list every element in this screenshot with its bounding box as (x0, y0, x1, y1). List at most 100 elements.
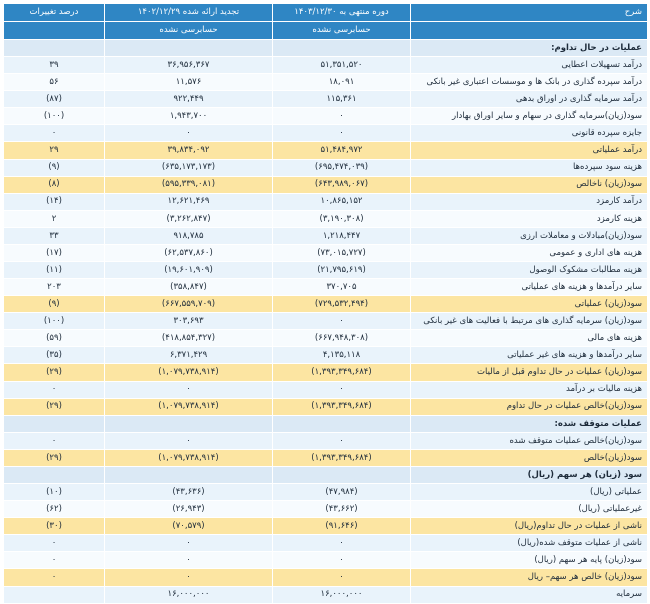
row-change-percent: (۱۰) (3, 483, 105, 502)
row-value-1403: ۰ (272, 380, 411, 399)
row-change-percent: ۰ (3, 568, 105, 587)
row-value-1403: ۳۷۰,۷۰۵ (272, 278, 411, 297)
row-description: سود(زیان)خالص (410, 448, 648, 467)
table-row: جایزه سپرده قانونی ۰ ۰ ۰ (3, 124, 648, 143)
row-value-1402: (۱,۰۷۹,۷۳۸,۹۱۴) (104, 363, 273, 382)
row-value-1403: (۴۳,۶۶۲) (272, 500, 411, 519)
row-value-1403: (۷۲۹,۵۳۲,۴۹۴) (272, 295, 411, 314)
table-row: عملیاتی (ریال) (۴۷,۹۸۴) (۴۳,۶۳۶) (۱۰) (3, 483, 648, 502)
row-change-percent: (۸) (3, 175, 105, 194)
row-change-percent: ۰ (3, 431, 105, 450)
row-value-1403: ۰ (272, 534, 411, 553)
row-description: سود (زیان) هر سهم (ریال) (410, 465, 648, 485)
row-description: سود(زیان)مبادلات و معاملات ارزی (410, 226, 648, 245)
subheader-audit-1403: حسابرسی نشده (272, 21, 411, 40)
row-description: عملیاتی (ریال) (410, 483, 648, 502)
row-change-percent: (۳۵) (3, 346, 105, 365)
row-description: سایر درآمدها و هزینه های غیر عملیاتی (410, 346, 648, 365)
row-value-1403: ۱۱۵,۳۶۱ (272, 90, 411, 109)
table-row: درآمد کارمزد ۱۰,۸۶۵,۱۵۲ ۱۲,۶۲۱,۴۶۹ (۱۴) (3, 192, 648, 211)
row-value-1402: (۶۳۵,۱۷۳,۱۷۳) (104, 158, 273, 177)
row-value-1403: ۰ (272, 124, 411, 143)
row-description: سود(زیان)خالص عملیات متوقف شده (410, 431, 648, 450)
table-row: سود(زیان)خالص عملیات در حال تداوم (۱,۳۹۳,… (3, 397, 648, 416)
row-value-1403: (۹۱,۶۴۶) (272, 517, 411, 536)
row-change-percent: (۱۰۰) (3, 107, 105, 126)
row-value-1402: (۶۲,۵۳۷,۸۶۰) (104, 243, 273, 263)
row-value-1402: ۱۱,۵۷۶ (104, 73, 273, 92)
table-row: درآمد سرمایه گذاری در اوراق بدهی ۱۱۵,۳۶۱ ۹… (3, 90, 648, 109)
row-description: درآمد سرمایه گذاری در اوراق بدهی (410, 90, 648, 109)
row-change-percent: ۲۹ (3, 141, 105, 160)
row-value-1403: ۰ (272, 551, 411, 570)
row-value-1403: (۶۶۷,۹۴۸,۳۰۸) (272, 329, 411, 348)
row-change-percent: ۰ (3, 124, 105, 143)
row-value-1402: ۰ (104, 380, 273, 399)
row-description: سرمایه (410, 585, 648, 604)
row-change-percent: ۰ (3, 534, 105, 553)
row-description: سود(زیان) پایه هر سهم (ریال) (410, 551, 648, 570)
row-value-1403: ۰ (272, 568, 411, 587)
table-row: سود(زیان) سرمایه گذاری های مرتبط با فعال… (3, 312, 648, 331)
table-row: سود(زیان) پایه هر سهم (ریال) ۰ ۰ ۰ (3, 551, 648, 570)
row-description: سود(زیان) عملیاتی (410, 295, 648, 314)
section-header-row: عملیات متوقف شده: (3, 414, 648, 433)
table-row: سایر درآمدها و هزینه های غیر عملیاتی ۴,۱۳… (3, 346, 648, 365)
table-row: درآمد سپرده گذاری در بانک ها و موسسات اع… (3, 73, 648, 92)
row-value-1403 (272, 414, 411, 433)
table-row: غیرعملیاتی (ریال) (۴۳,۶۶۲) (۲۶,۹۴۳) (۶۲) (3, 500, 648, 519)
header-description: شرح (410, 3, 648, 22)
header-period-1403: دوره منتهی به ۱۴۰۳/۱۲/۳۰ (272, 3, 411, 22)
row-change-percent: (۲۹) (3, 448, 105, 467)
table-row: هزینه کارمزد (۳,۱۹۰,۳۰۸) (۳,۲۶۲,۸۴۷) ۲ (3, 209, 648, 228)
table-subheader-row: حسابرسی نشده حسابرسی نشده (3, 21, 648, 40)
table-row: ناشی از عملیات متوقف شده(ریال) ۰ ۰ ۰ (3, 534, 648, 553)
row-value-1403: (۶۴۳,۹۸۹,۰۶۷) (272, 175, 411, 194)
row-value-1403: (۱,۳۹۳,۳۴۹,۶۸۴) (272, 363, 411, 382)
table-row: هزینه های مالی (۶۶۷,۹۴۸,۳۰۸) (۴۱۸,۸۵۴,۳۲۷)… (3, 329, 648, 348)
row-change-percent: (۸۷) (3, 90, 105, 109)
row-value-1402: (۳۵۸,۸۴۷) (104, 278, 273, 297)
row-description: غیرعملیاتی (ریال) (410, 500, 648, 519)
row-value-1403: ۴,۱۳۵,۱۱۸ (272, 346, 411, 365)
row-description: سود(زیان) ناخالص (410, 175, 648, 194)
row-change-percent: (۹) (3, 295, 105, 314)
row-value-1402: ۳۶,۹۵۶,۳۶۷ (104, 56, 273, 75)
row-change-percent: (۳۰) (3, 517, 105, 536)
row-value-1403: ۱۰,۸۶۵,۱۵۲ (272, 192, 411, 211)
row-value-1403: ۱,۲۱۸,۴۴۷ (272, 226, 411, 245)
row-value-1402: (۵۹۵,۳۳۹,۰۸۱) (104, 175, 273, 194)
row-value-1402: ۱۲,۶۲۱,۴۶۹ (104, 192, 273, 211)
row-value-1403: ۱۶,۰۰۰,۰۰۰ (272, 585, 411, 604)
table-body: عملیات در حال تداوم: درآمد تسهیلات اعطایی… (3, 38, 648, 604)
header-period-1402: تجدید ارائه شده ۱۴۰۲/۱۲/۲۹ (104, 3, 273, 22)
row-change-percent (3, 585, 105, 604)
table-row: درآمد تسهیلات اعطایی ۵۱,۳۵۱,۵۲۰ ۳۶,۹۵۶,۳۶۷… (3, 56, 648, 75)
table-row: سود(زیان)خالص عملیات متوقف شده ۰ ۰ ۰ (3, 431, 648, 450)
row-value-1403: ۰ (272, 312, 411, 331)
row-value-1403: ۱۸,۰۹۱ (272, 73, 411, 92)
row-value-1402: ۹۲۲,۴۴۹ (104, 90, 273, 109)
row-value-1403: ۵۱,۴۸۴,۹۷۲ (272, 141, 411, 160)
row-value-1403: (۶۹۵,۴۷۴,۰۳۹) (272, 158, 411, 177)
row-change-percent: (۲۹) (3, 397, 105, 416)
row-description: هزینه های اداری و عمومی (410, 243, 648, 263)
row-value-1402: ۳۰۳,۶۹۳ (104, 312, 273, 331)
table-row: سود(زیان)خالص (۱,۳۹۳,۳۴۹,۶۸۴) (۱,۰۷۹,۷۳۸,۹… (3, 448, 648, 467)
row-value-1402: (۳,۲۶۲,۸۴۷) (104, 209, 273, 228)
row-change-percent: ۳۳ (3, 226, 105, 245)
table-row: سایر درآمدها و هزینه های عملیاتی ۳۷۰,۷۰۵(… (3, 278, 648, 297)
row-value-1402: (۱,۰۷۹,۷۳۸,۹۱۴) (104, 448, 273, 467)
row-change-percent: (۹) (3, 158, 105, 177)
row-description: جایزه سپرده قانونی (410, 124, 648, 143)
row-description: درآمد تسهیلات اعطایی (410, 56, 648, 75)
row-value-1403: (۴۷,۹۸۴) (272, 483, 411, 502)
row-change-percent (3, 465, 105, 485)
table-row: هزینه مطالبات مشکوک الوصول (۲۱,۷۹۵,۶۱۹) (۱… (3, 261, 648, 280)
row-value-1403: (۳,۱۹۰,۳۰۸) (272, 209, 411, 228)
subheader-audit-1402: حسابرسی نشده (104, 21, 273, 40)
row-value-1402: (۴۳,۶۳۶) (104, 483, 273, 502)
row-value-1402: ۰ (104, 534, 273, 553)
row-value-1402: (۱,۰۷۹,۷۳۸,۹۱۴) (104, 397, 273, 416)
row-value-1402: ۱,۹۴۳,۷۰۰ (104, 107, 273, 126)
